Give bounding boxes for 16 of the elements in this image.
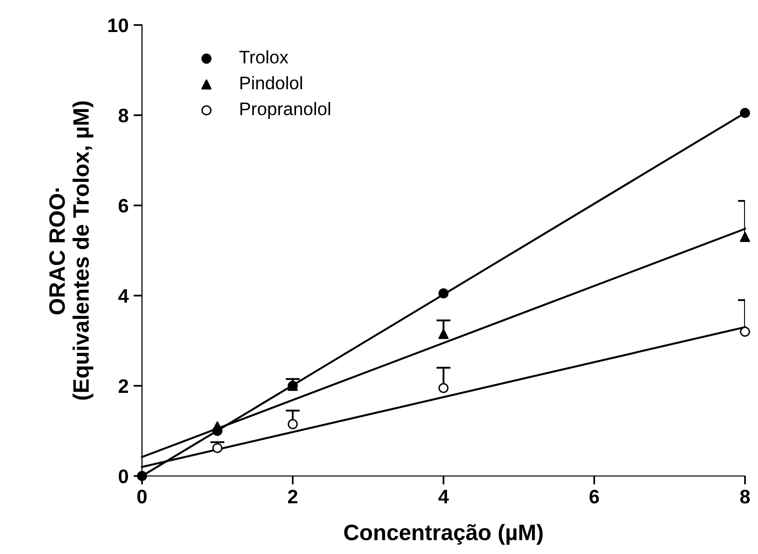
legend-label: Trolox (239, 50, 288, 64)
y-tick-label: 8 (118, 108, 128, 122)
x-axis-title: Concentração (µM) (344, 524, 543, 545)
x-tick-label: 8 (740, 490, 750, 504)
x-tick-label: 6 (590, 490, 599, 504)
x-tick-label: 0 (137, 490, 147, 504)
legend-label: Propranolol (240, 102, 330, 119)
y-axis-title: ORAC ROO· (Equivalentes de Trolox, µM) (49, 101, 94, 400)
y-tick-label: 0 (118, 469, 128, 484)
legend-label: Pindolol (240, 76, 302, 90)
x-tick-label: 4 (438, 490, 449, 504)
x-tick-label: 2 (288, 490, 298, 504)
y-tick-label: 4 (118, 289, 129, 303)
y-tick-label: 10 (108, 18, 128, 32)
y-tick-label: 6 (118, 198, 128, 213)
y-tick-label: 2 (118, 379, 128, 393)
